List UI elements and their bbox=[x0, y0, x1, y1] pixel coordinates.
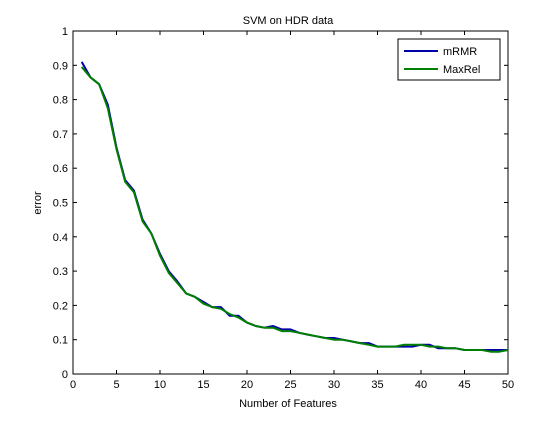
x-tick-label: 5 bbox=[113, 379, 119, 391]
y-tick-label: 0.3 bbox=[53, 266, 68, 278]
x-tick-label: 25 bbox=[284, 379, 296, 391]
x-tick-label: 0 bbox=[70, 379, 76, 391]
y-tick-label: 0 bbox=[62, 369, 68, 381]
chart-title: SVM on HDR data bbox=[243, 15, 334, 27]
x-tick-label: 20 bbox=[241, 379, 253, 391]
plot-area-frame bbox=[72, 30, 509, 375]
x-axis-label: Number of Features bbox=[239, 398, 337, 410]
x-tick-label: 45 bbox=[458, 379, 470, 391]
y-tick-label: 0.7 bbox=[53, 129, 68, 141]
y-tick-label: 0.5 bbox=[53, 198, 68, 210]
legend: mRMR MaxRel bbox=[397, 38, 501, 81]
x-tick-label: 30 bbox=[328, 379, 340, 391]
y-tick-label: 0.8 bbox=[53, 95, 68, 107]
y-tick-label: 0.6 bbox=[53, 163, 68, 175]
legend-box bbox=[397, 38, 501, 81]
y-tick-label: 0.1 bbox=[53, 335, 68, 347]
y-tick-label: 0.2 bbox=[53, 300, 68, 312]
y-tick-label: 0.9 bbox=[53, 60, 68, 72]
legend-label-mrmr: mRMR bbox=[443, 46, 477, 58]
x-tick-label: 50 bbox=[502, 379, 514, 391]
y-axis-label: error bbox=[32, 191, 44, 215]
y-tick-label: 0.4 bbox=[53, 232, 68, 244]
y-tick-label: 1 bbox=[62, 26, 68, 38]
x-tick-label: 10 bbox=[154, 379, 166, 391]
x-tick-label: 35 bbox=[371, 379, 383, 391]
axes: 0 5 10 15 20 25 30 35 40 45 50 0 0.1 0.2 0.3 0.4 0.5 0.6 0… bbox=[53, 26, 514, 391]
plot-lines bbox=[80, 61, 509, 353]
x-tick-label: 15 bbox=[197, 379, 209, 391]
series-line-maxrel bbox=[80, 66, 509, 353]
legend-label-maxrel: MaxRel bbox=[443, 64, 480, 76]
x-tick-label: 40 bbox=[415, 379, 427, 391]
